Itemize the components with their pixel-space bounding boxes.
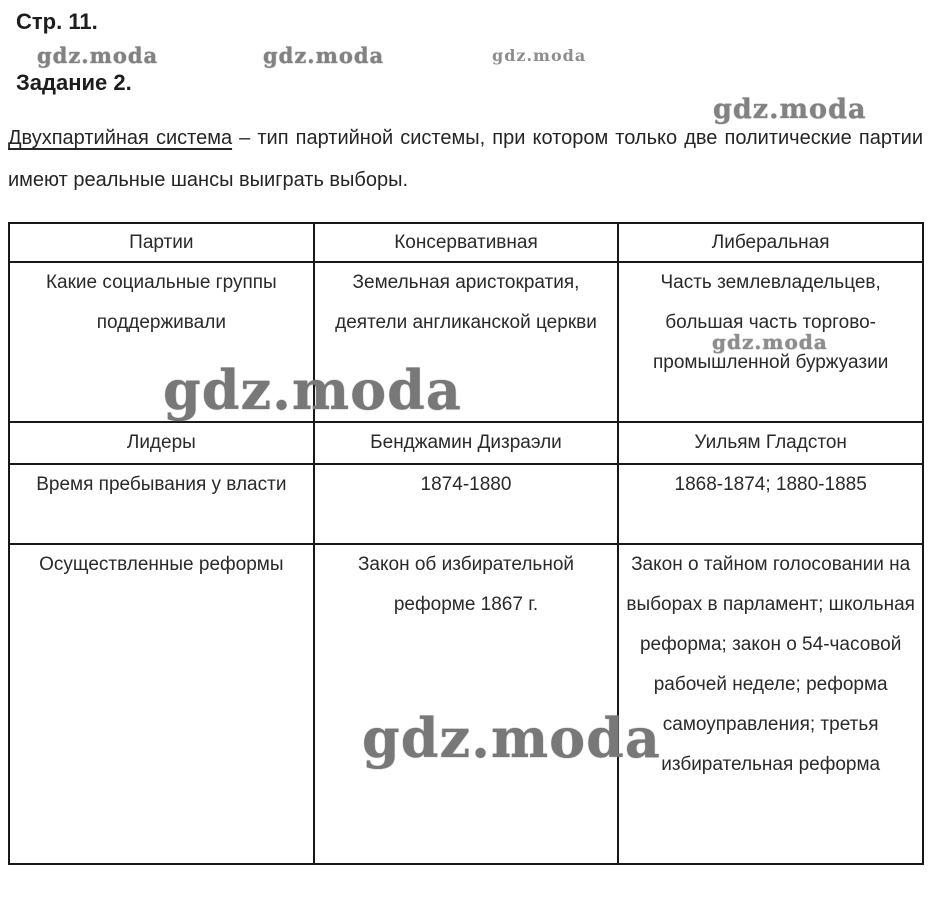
definition-paragraph: Двухпартийная система – тип партийной си… — [8, 117, 923, 201]
parties-table: Партии Консервативная Либеральная Какие … — [8, 222, 924, 865]
row-label-cell: Время пребывания у власти — [8, 463, 315, 545]
watermark-row: gdz.moda gdz.moda gdz.moda — [0, 43, 931, 69]
liberal-cell: 1868-1874; 1880-1885 — [617, 463, 924, 545]
liberal-cell: Часть землевладельцев, большая часть тор… — [617, 261, 924, 423]
header-conservative: Консервативная — [312, 222, 620, 263]
definition-text: – тип партийной системы, при котором тол… — [8, 127, 924, 191]
row-label-cell: Осуществленные реформы — [8, 543, 315, 865]
reforms-row: Осуществленные реформы Закон об избирате… — [8, 543, 924, 865]
conservative-cell: 1874-1880 — [312, 463, 620, 545]
definition-term: Двухпартийная система — [8, 127, 233, 149]
conservative-cell: Бенджамин Дизраэли — [312, 421, 620, 465]
gdz-moda-watermark: gdz.moda — [492, 46, 587, 65]
liberal-cell: Закон о тайном голосовании на выборах в … — [617, 543, 924, 865]
header-parties: Партии — [8, 222, 315, 263]
page-heading: Стр. 11. — [16, 9, 98, 34]
gdz-moda-watermark: gdz.moda — [37, 43, 159, 68]
gdz-moda-watermark: gdz.moda — [263, 43, 385, 68]
row-label-cell: Лидеры — [8, 421, 315, 465]
task-heading: Задание 2. — [16, 70, 132, 95]
liberal-cell: Уильям Гладстон — [617, 421, 924, 465]
conservative-cell: Земельная аристократия, деятели англикан… — [312, 261, 620, 423]
social-groups-row: Какие социальные группы поддерживали Зем… — [8, 261, 924, 423]
time-in-power-row: Время пребывания у власти 1874-1880 1868… — [8, 463, 924, 545]
conservative-cell: Закон об избирательной реформе 1867 г. — [312, 543, 620, 865]
row-label-cell: Какие социальные группы поддерживали — [8, 261, 315, 423]
table-header-row: Партии Консервативная Либеральная — [8, 222, 924, 263]
header-liberal: Либеральная — [617, 222, 924, 263]
leaders-row: Лидеры Бенджамин Дизраэли Уильям Гладсто… — [8, 421, 924, 465]
